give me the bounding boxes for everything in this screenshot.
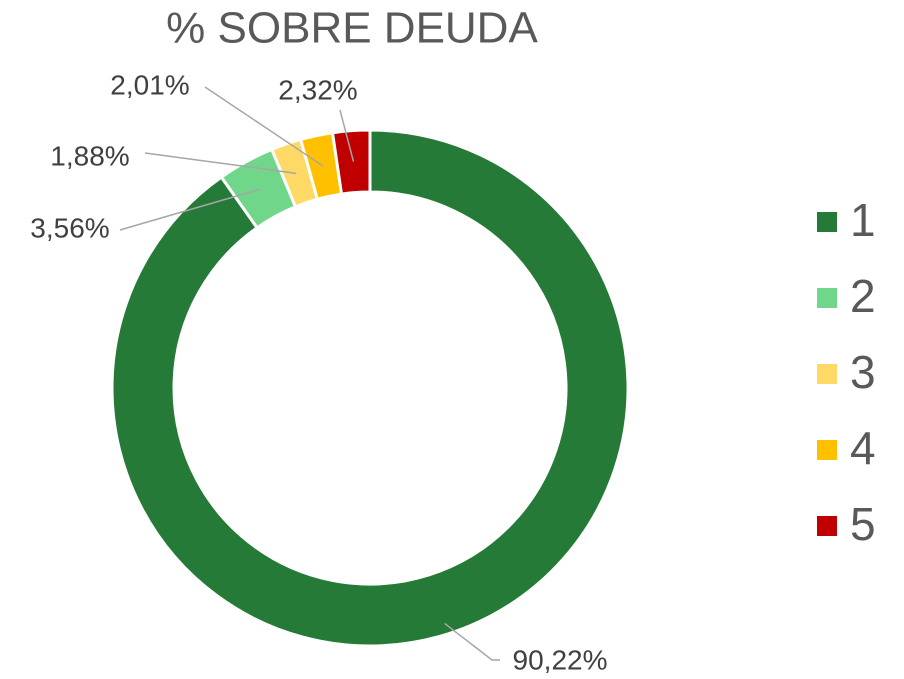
data-label: 90,22% [513, 644, 608, 675]
legend-swatch [817, 516, 837, 536]
legend-label: 3 [850, 346, 876, 398]
data-label: 2,32% [278, 74, 357, 105]
legend-label: 1 [850, 194, 876, 246]
data-label: 1,88% [50, 140, 129, 171]
legend-label: 4 [850, 422, 876, 474]
leader-line [444, 622, 500, 661]
chart-title: % SOBRE DEUDA [166, 4, 538, 53]
legend-label: 2 [850, 270, 876, 322]
donut-slice [110, 128, 630, 648]
legend-swatch [817, 364, 837, 384]
data-label: 3,56% [30, 212, 109, 243]
legend-swatch [817, 212, 837, 232]
leader-line [339, 109, 355, 162]
leader-line [144, 152, 297, 175]
leader-line [119, 188, 261, 231]
data-label: 2,01% [110, 69, 189, 100]
legend-label: 5 [850, 498, 876, 550]
legend-swatch [817, 288, 837, 308]
leader-line [204, 86, 324, 167]
legend-swatch [817, 440, 837, 460]
